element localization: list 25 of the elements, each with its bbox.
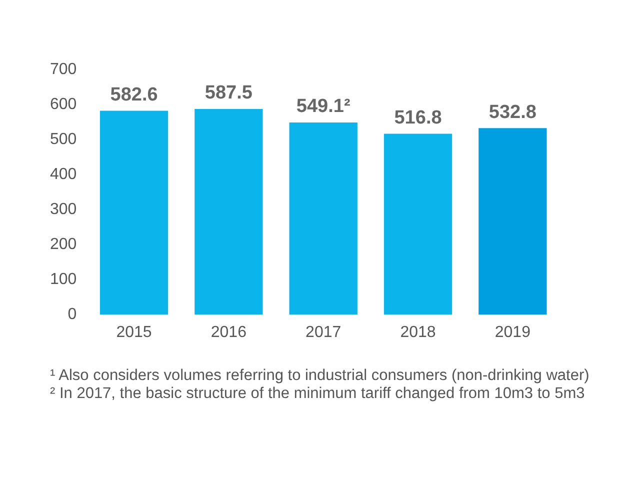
x-tick-label: 2015 <box>116 324 152 341</box>
y-tick-label: 0 <box>68 306 77 324</box>
y-tick-label: 100 <box>50 271 77 288</box>
data-label: 587.5 <box>204 82 253 104</box>
bar <box>478 128 547 315</box>
text: ¹ Also considers volumes referring to industrial consumers (non-drinking water) <box>50 367 590 384</box>
bar <box>384 134 452 315</box>
y-tick-label: 700 <box>50 61 77 78</box>
x-tick-label: 2016 <box>210 324 247 341</box>
bar <box>194 109 263 315</box>
y-tick-label: 400 <box>50 166 77 184</box>
y-tick-label: 200 <box>50 236 77 254</box>
data-label: 532.8 <box>488 102 536 123</box>
data-label: 582.6 <box>110 84 158 106</box>
bar <box>289 122 358 315</box>
text: ² In 2017, the basic structure of the minimum tariff changed from 10m3 to 5m3 <box>50 385 586 402</box>
bar <box>100 110 168 315</box>
x-tick-label: 2017 <box>306 324 342 341</box>
x-tick-label: 2019 <box>494 324 531 341</box>
data-label: 516.8 <box>394 108 442 129</box>
data-label: 549.1² <box>296 96 350 118</box>
y-tick-label: 600 <box>50 96 77 114</box>
y-tick-label: 300 <box>50 201 77 218</box>
x-tick-label: 2018 <box>400 324 436 341</box>
y-tick-label: 500 <box>50 131 77 148</box>
